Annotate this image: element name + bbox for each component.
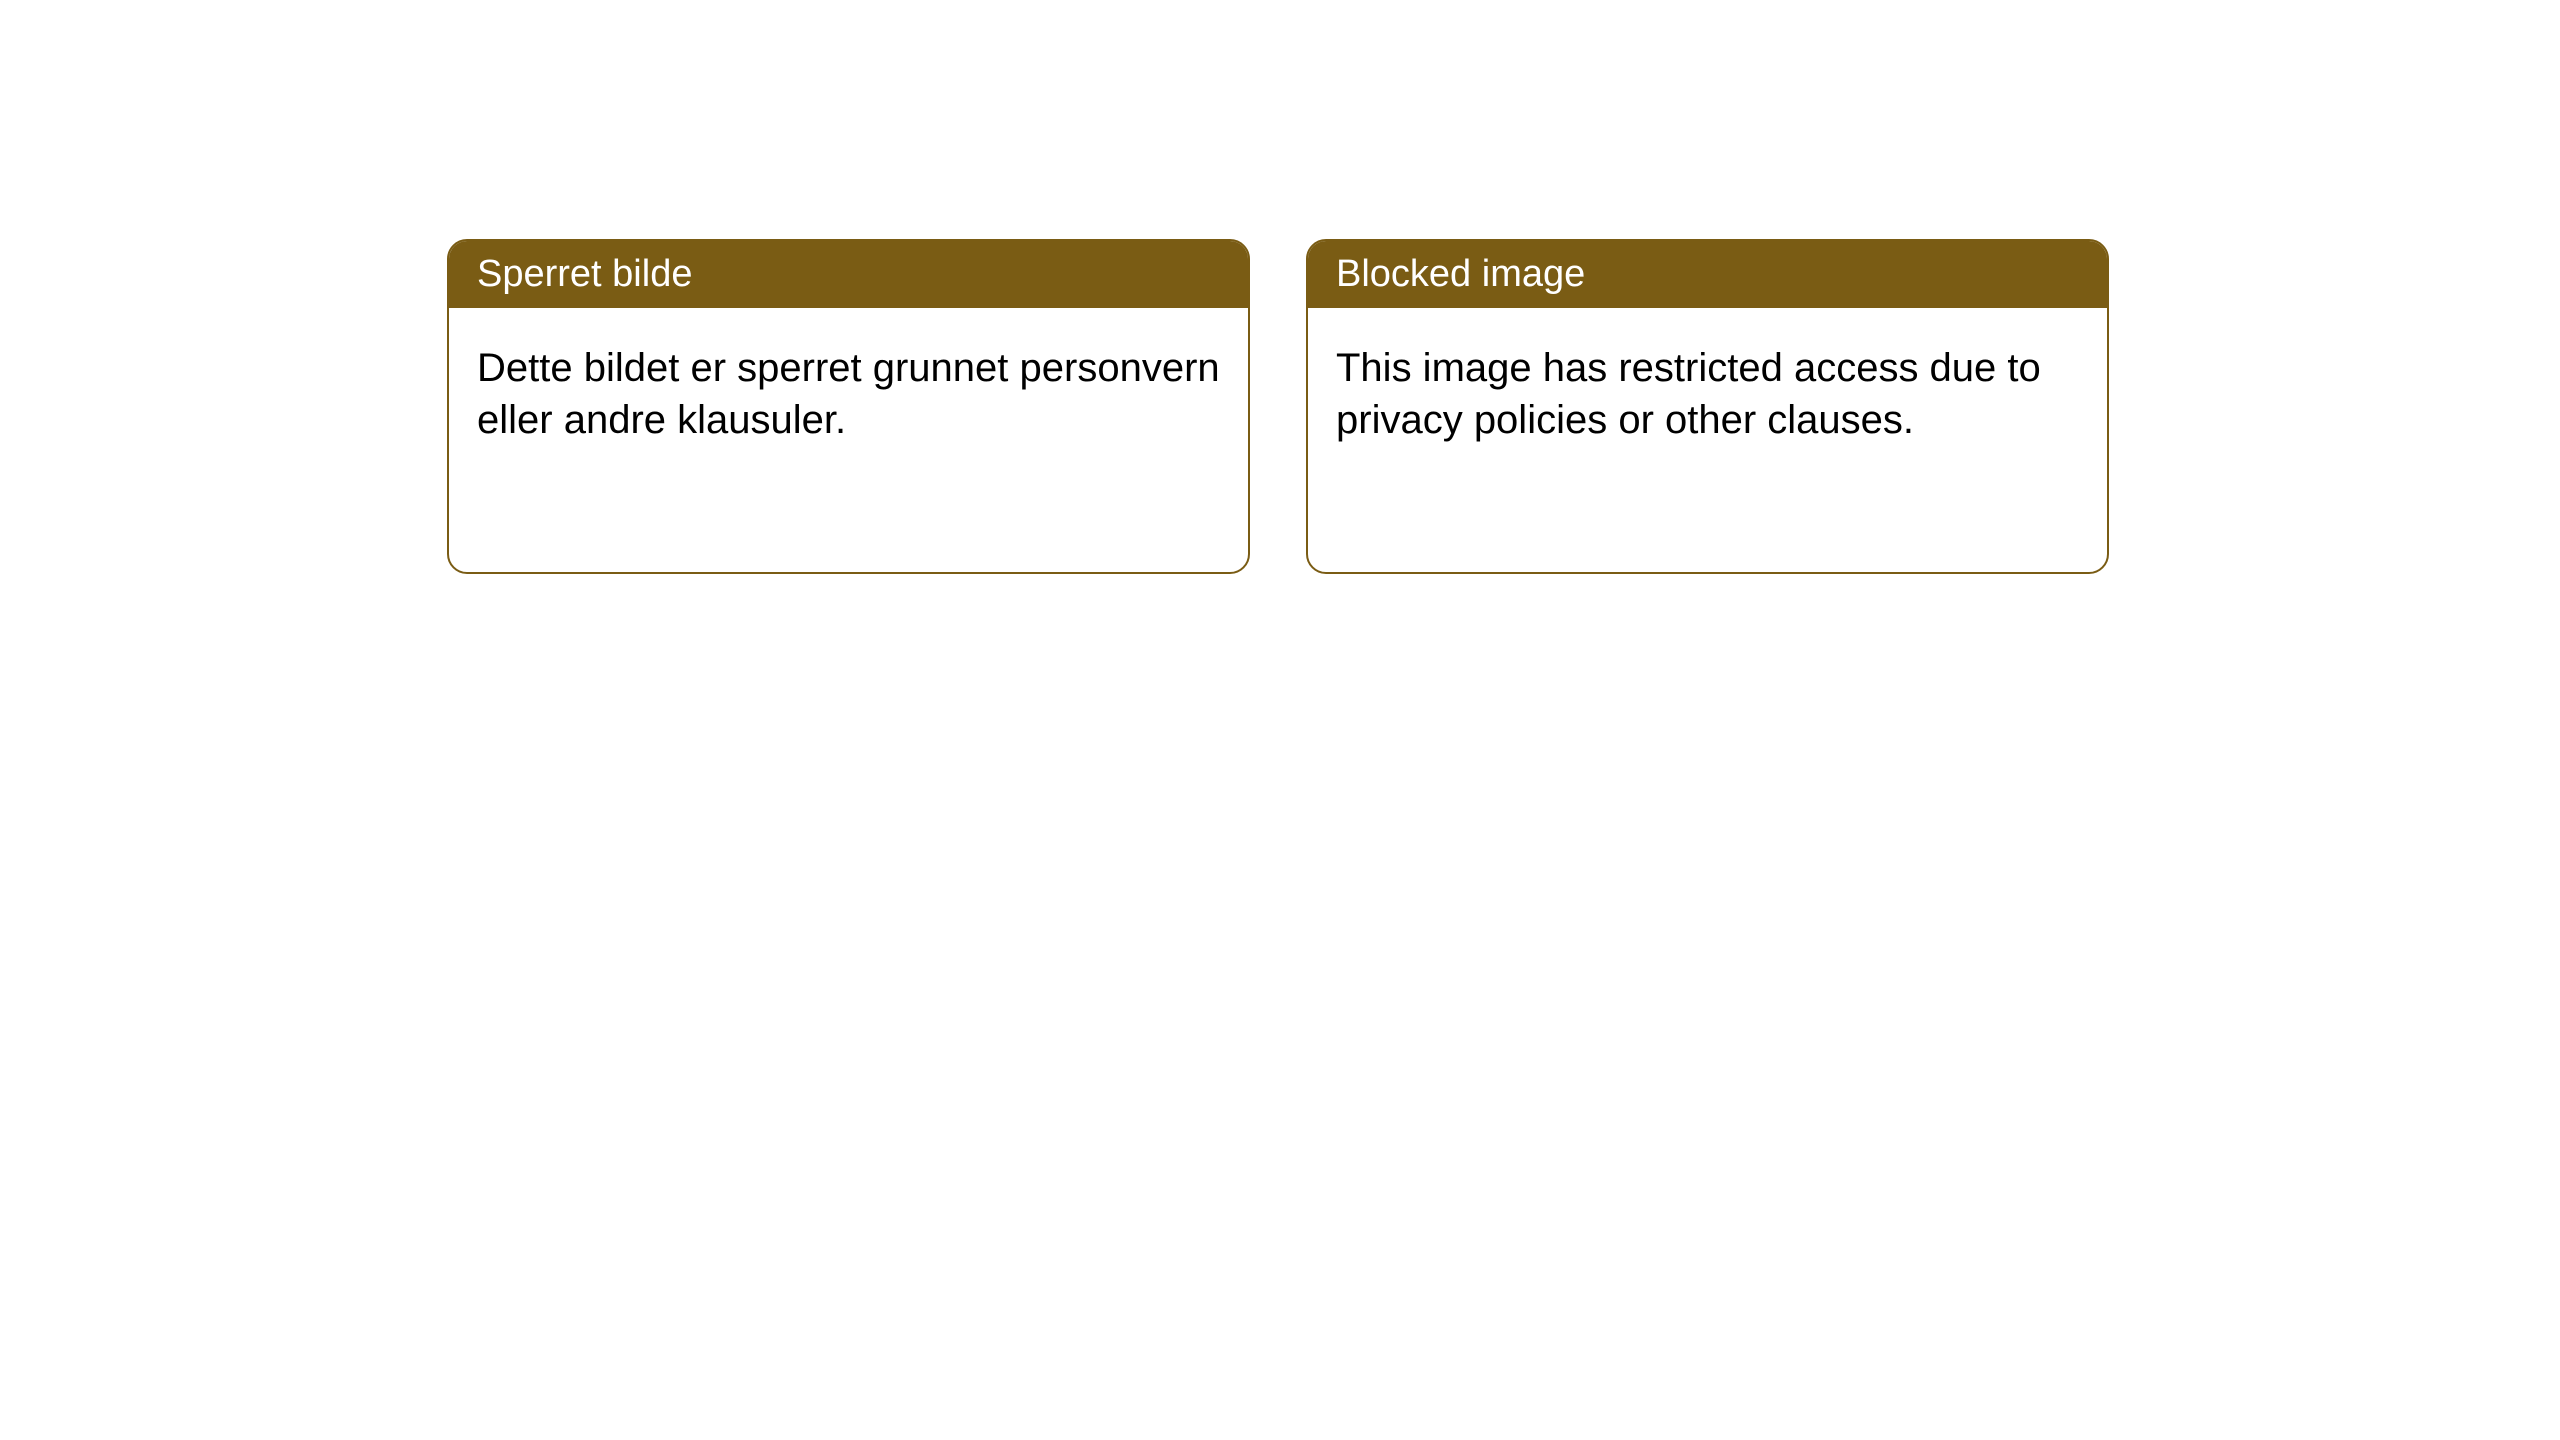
notice-card-norwegian: Sperret bilde Dette bildet er sperret gr…: [447, 239, 1250, 574]
notice-message: This image has restricted access due to …: [1336, 346, 2041, 442]
notice-card-english: Blocked image This image has restricted …: [1306, 239, 2109, 574]
notice-header: Blocked image: [1308, 241, 2107, 308]
notice-body: Dette bildet er sperret grunnet personve…: [449, 308, 1248, 480]
notice-container: Sperret bilde Dette bildet er sperret gr…: [0, 0, 2560, 574]
notice-message: Dette bildet er sperret grunnet personve…: [477, 346, 1220, 442]
notice-header: Sperret bilde: [449, 241, 1248, 308]
notice-title: Sperret bilde: [477, 253, 692, 295]
notice-title: Blocked image: [1336, 253, 1585, 295]
notice-body: This image has restricted access due to …: [1308, 308, 2107, 480]
